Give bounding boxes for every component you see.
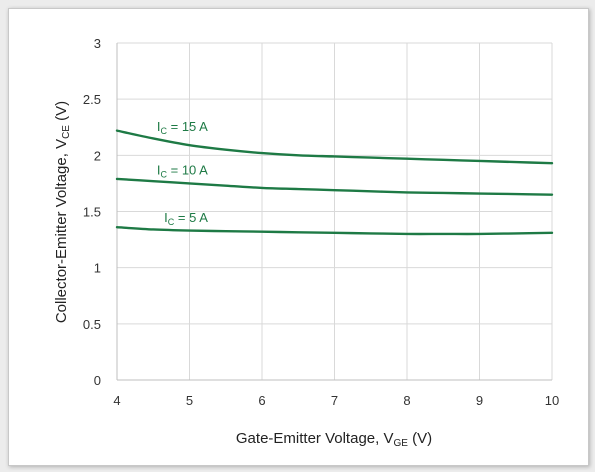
x-tick-label: 10 [545,393,559,408]
series-label: IC = 15 A [157,119,208,136]
y-tick-label: 2 [94,148,101,163]
y-tick-label: 1 [94,261,101,276]
y-tick-label: 0 [94,373,101,388]
series-line [115,129,554,165]
tick-labels: 0 0.5 1 1.5 2 2.5 3 4 5 6 7 8 9 10 [83,36,559,408]
series-layer: IC = 15 A IC = 10 A IC = 5 A [115,119,554,236]
x-tick-label: 9 [476,393,483,408]
y-tick-label: 1.5 [83,205,101,220]
series-label: IC = 5 A [164,210,208,227]
series-label: IC = 10 A [157,162,208,179]
y-axis-title: Collector-Emitter Voltage, VCE (V) [53,101,72,323]
y-tick-label: 3 [94,36,101,51]
x-tick-label: 5 [186,393,193,408]
x-tick-label: 6 [258,393,265,408]
x-axis-title: Gate-Emitter Voltage, VGE (V) [236,430,432,449]
x-tick-label: 4 [113,393,120,408]
chart-frame [8,8,589,466]
y-tick-label: 0.5 [83,317,101,332]
series-line [115,226,554,236]
series-line [115,177,554,196]
x-tick-label: 8 [403,393,410,408]
grid-layer [116,42,553,381]
y-tick-label: 2.5 [83,92,101,107]
x-tick-label: 7 [331,393,338,408]
